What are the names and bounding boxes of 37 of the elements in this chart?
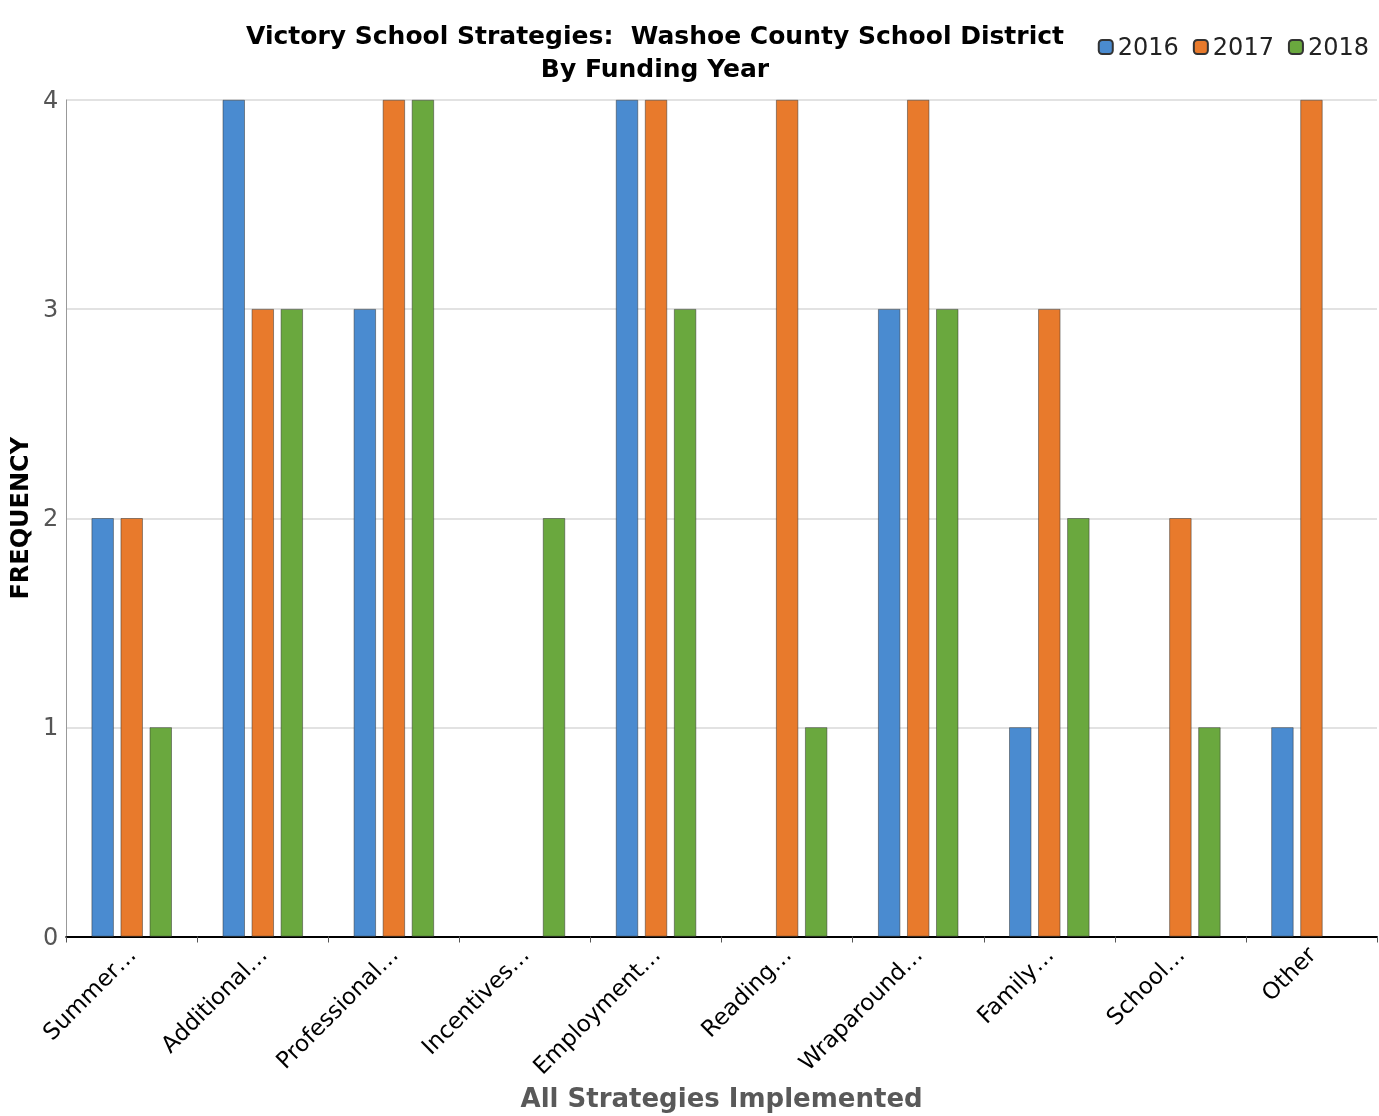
bar <box>645 100 668 937</box>
y-tick-label: 2 <box>42 504 59 533</box>
bar <box>878 309 901 937</box>
bar <box>222 100 245 937</box>
bar <box>280 309 303 937</box>
legend-label: 2016 <box>1117 33 1179 61</box>
bar <box>120 518 143 937</box>
chart-title: Victory School Strategies: Washoe County School District <box>246 21 1065 50</box>
bar <box>776 100 799 937</box>
y-tick-label: 4 <box>42 86 59 114</box>
bar <box>1009 727 1032 937</box>
y-tick-label: 1 <box>42 713 59 742</box>
bar <box>1271 727 1294 937</box>
x-axis-title: All Strategies Implemented <box>520 1083 923 1113</box>
chart-subtitle: By Funding Year <box>540 54 770 83</box>
bar <box>616 100 638 937</box>
bar <box>543 518 565 937</box>
bar <box>936 309 959 937</box>
bar <box>251 309 274 937</box>
bar <box>91 518 114 937</box>
y-tick-label: 0 <box>42 922 59 951</box>
bar <box>353 309 376 937</box>
legend-label: 2017 <box>1212 33 1274 61</box>
bar <box>1198 727 1221 937</box>
bar <box>1169 518 1192 937</box>
bar <box>149 727 172 937</box>
bar <box>1038 309 1061 937</box>
y-tick-label: 3 <box>42 295 59 324</box>
bar <box>674 309 697 937</box>
bar <box>1067 518 1090 937</box>
bar <box>411 100 434 937</box>
bar <box>805 727 828 937</box>
bar <box>382 100 405 937</box>
bar <box>1300 100 1323 937</box>
legend-label: 2018 <box>1307 33 1369 61</box>
bar <box>907 100 930 937</box>
y-axis-title: FREQUENCY <box>6 436 34 600</box>
